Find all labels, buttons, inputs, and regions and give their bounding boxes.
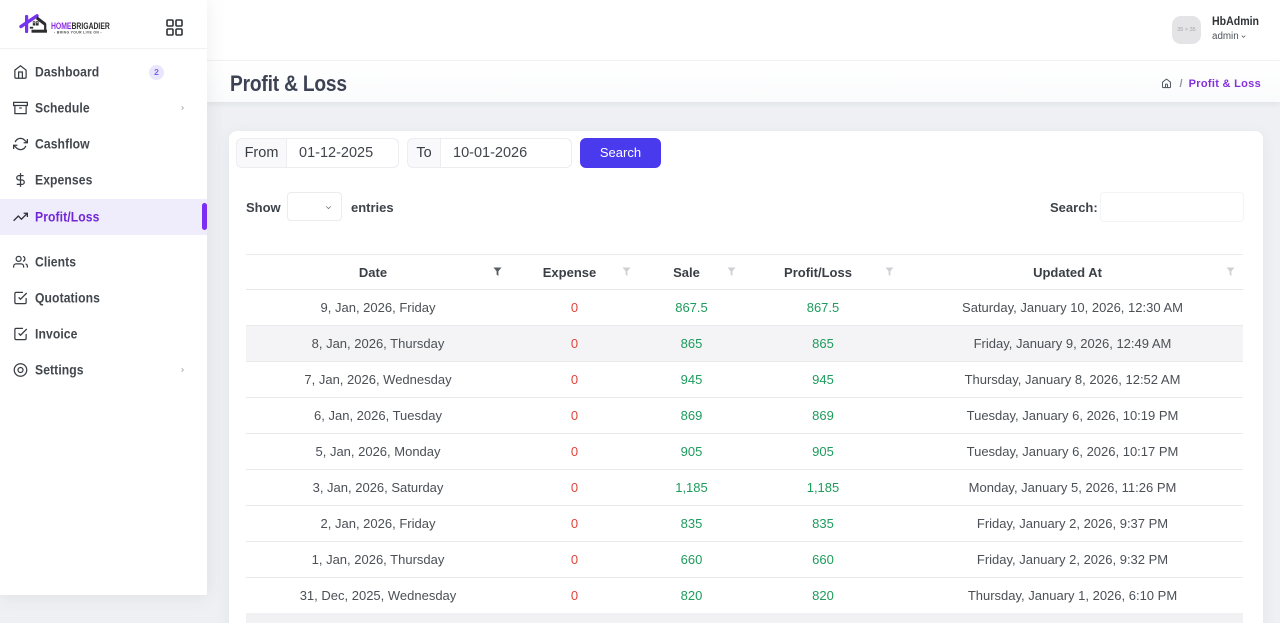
svg-text:BRIGADIER: BRIGADIER — [71, 21, 109, 31]
svg-text:HOME: HOME — [51, 21, 72, 31]
svg-text:- BRING YOUR LIVE ON -: - BRING YOUR LIVE ON - — [54, 31, 102, 35]
